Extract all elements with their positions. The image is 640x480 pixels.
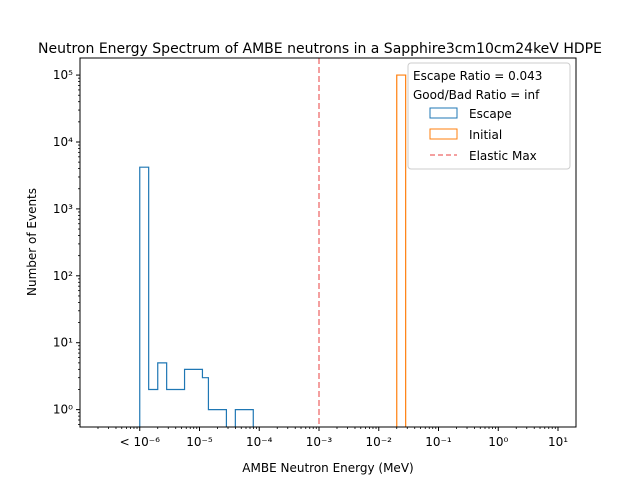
legend-header-good-bad-ratio: Good/Bad Ratio = inf: [413, 88, 540, 102]
plot-frame: [79, 57, 577, 428]
legend: Escape Ratio = 0.043 Good/Bad Ratio = in…: [407, 62, 571, 170]
hist-outline-initial: [396, 74, 407, 427]
series-initial: [396, 74, 407, 457]
y-tick-label-3: 10³: [53, 202, 73, 216]
hist-bin-escape-11: [235, 410, 244, 457]
y-tick-label-4: 10⁴: [53, 135, 73, 149]
legend-swatch-escape: [429, 107, 458, 119]
x-tick-label-2: 10⁻⁴: [246, 435, 273, 449]
chart-title: Neutron Energy Spectrum of AMBE neutrons…: [38, 41, 602, 57]
y-tick-label-5: 10⁵: [53, 68, 73, 82]
x-tick-label-5: 10⁻¹: [425, 435, 452, 449]
y-tick-label-1: 10¹: [53, 336, 73, 350]
series-escape: [139, 166, 254, 457]
x-tick-label-1: 10⁻⁵: [186, 435, 213, 449]
y-tick-label-0: 10⁰: [53, 403, 73, 417]
x-tick-label-3: 10⁻³: [306, 435, 333, 449]
x-axis-label: AMBE Neutron Energy (MeV): [242, 461, 413, 475]
y-axis-ticks: 10⁰ 10¹ 10² 10³ 10⁴ 10⁵: [53, 68, 80, 425]
hist-bin-escape-3: [167, 389, 176, 457]
legend-box: [407, 62, 571, 170]
hist-outline-escape: [139, 166, 254, 427]
x-axis-ticks: < 10⁻⁶ 10⁻⁵ 10⁻⁴ 10⁻³ 10⁻² 10⁻¹ 10⁰ 10¹: [97, 427, 568, 449]
legend-label-escape: Escape: [469, 107, 512, 121]
hist-bin-escape-9: [217, 410, 226, 457]
legend-swatch-initial: [429, 128, 458, 140]
legend-label-initial: Initial: [469, 128, 502, 142]
legend-label-elastic-max: Elastic Max: [469, 149, 537, 163]
x-tick-label-7: 10¹: [548, 435, 568, 449]
series-layer: [139, 74, 407, 457]
y-tick-label-2: 10²: [53, 269, 73, 283]
x-tick-label-4: 10⁻²: [366, 435, 393, 449]
hist-bin-escape-12: [244, 410, 253, 457]
hist-bin-initial-1: [400, 75, 406, 457]
y-axis-label: Number of Events: [25, 188, 39, 296]
plot-area: < 10⁻⁶ 10⁻⁵ 10⁻⁴ 10⁻³ 10⁻² 10⁻¹ 10⁰ 10¹ 10⁰10¹1…: [53, 57, 577, 457]
x-tick-label-6: 10⁰: [488, 435, 508, 449]
x-tick-label-0: < 10⁻⁶: [120, 435, 160, 449]
hist-bin-escape-8: [208, 410, 217, 457]
hist-bin-escape-0: [140, 167, 149, 457]
hist-bin-escape-4: [176, 389, 185, 457]
legend-header-escape-ratio: Escape Ratio = 0.043: [413, 69, 542, 83]
